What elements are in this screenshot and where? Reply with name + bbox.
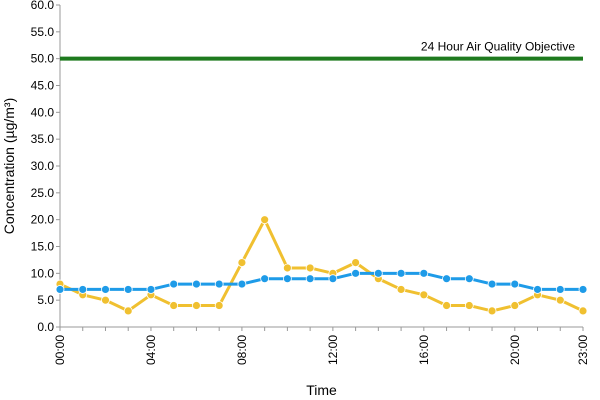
data-point xyxy=(146,285,156,294)
data-point xyxy=(169,279,179,289)
data-point xyxy=(351,268,361,278)
reference-line-label: 24 Hour Air Quality Objective xyxy=(421,40,575,54)
y-tick-label: 50.0 xyxy=(31,52,55,66)
x-tick-label: 04:00 xyxy=(144,335,158,365)
y-tick-label: 55.0 xyxy=(31,25,55,39)
data-point xyxy=(192,301,201,310)
series-line xyxy=(59,218,584,313)
data-point xyxy=(214,279,224,289)
data-point xyxy=(419,290,429,300)
x-tick-label: 12:00 xyxy=(326,335,340,365)
data-point xyxy=(214,301,224,310)
y-tick-label: 10.0 xyxy=(31,266,55,280)
y-tick-label: 30.0 xyxy=(31,159,55,173)
x-tick-label: 20:00 xyxy=(508,335,522,365)
data-point xyxy=(123,306,133,316)
data-point xyxy=(373,268,383,278)
data-point xyxy=(169,301,179,310)
series-1 xyxy=(55,215,588,316)
data-point xyxy=(123,285,133,294)
data-point xyxy=(487,306,497,316)
x-tick-label: 16:00 xyxy=(417,335,431,365)
y-tick-label: 25.0 xyxy=(31,186,55,200)
data-point xyxy=(510,279,520,289)
y-tick-label: 5.0 xyxy=(37,293,54,307)
data-point xyxy=(55,285,65,294)
data-point xyxy=(78,285,88,294)
y-tick-label: 35.0 xyxy=(31,132,55,146)
data-point xyxy=(101,295,110,305)
x-tick-label: 08:00 xyxy=(235,335,249,365)
data-point xyxy=(510,301,520,310)
y-tick-labels: 0.0 5.0 10.0 15.0 20.0 25.0 30.0 35.0 40.0 45.0 50… xyxy=(31,0,60,334)
y-tick-label: 0.0 xyxy=(37,320,54,334)
data-point xyxy=(464,301,474,310)
x-axis-title: Time xyxy=(306,382,337,398)
data-point xyxy=(578,306,588,316)
y-axis: 0.0 5.0 10.0 15.0 20.0 25.0 30.0 35.0 40.0 45.0 50… xyxy=(31,0,61,334)
data-point xyxy=(419,268,429,278)
y-tick-label: 15.0 xyxy=(31,240,55,254)
series-line xyxy=(60,271,583,291)
data-point xyxy=(237,258,247,268)
data-point xyxy=(533,285,542,294)
data-point xyxy=(555,295,565,305)
series-layer xyxy=(55,215,588,316)
reference-line-group: 24 Hour Air Quality Objective xyxy=(60,40,583,61)
series-2 xyxy=(55,268,588,294)
y-tick-label: 45.0 xyxy=(31,79,55,93)
data-point xyxy=(442,274,451,284)
x-tick-labels: 00:00 04:00 08:00 12:00 16:00 20:00 23:00 xyxy=(53,327,590,365)
x-tick-label: 23:00 xyxy=(576,335,590,365)
data-point xyxy=(578,285,588,294)
data-point xyxy=(351,258,361,268)
data-point xyxy=(282,263,292,273)
y-axis-title: Concentration (µg/m³) xyxy=(1,98,17,234)
y-tick-label: 40.0 xyxy=(31,105,55,119)
x-axis: 00:00 04:00 08:00 12:00 16:00 20:00 23:00 xyxy=(53,326,590,365)
data-point xyxy=(396,268,406,278)
y-tick-label: 60.0 xyxy=(31,0,55,12)
data-point xyxy=(396,285,406,294)
data-point xyxy=(101,285,110,294)
data-point xyxy=(282,274,292,284)
data-point xyxy=(260,215,270,225)
x-tick-label: 00:00 xyxy=(53,335,67,365)
data-point xyxy=(487,279,497,289)
data-point xyxy=(237,279,247,289)
data-point xyxy=(192,279,201,289)
data-point xyxy=(328,274,338,284)
data-point xyxy=(305,274,315,284)
data-point xyxy=(464,274,474,284)
data-point xyxy=(305,263,315,273)
data-point xyxy=(555,285,565,294)
y-tick-label: 20.0 xyxy=(31,213,55,227)
data-point xyxy=(442,301,451,310)
data-point xyxy=(260,274,270,284)
